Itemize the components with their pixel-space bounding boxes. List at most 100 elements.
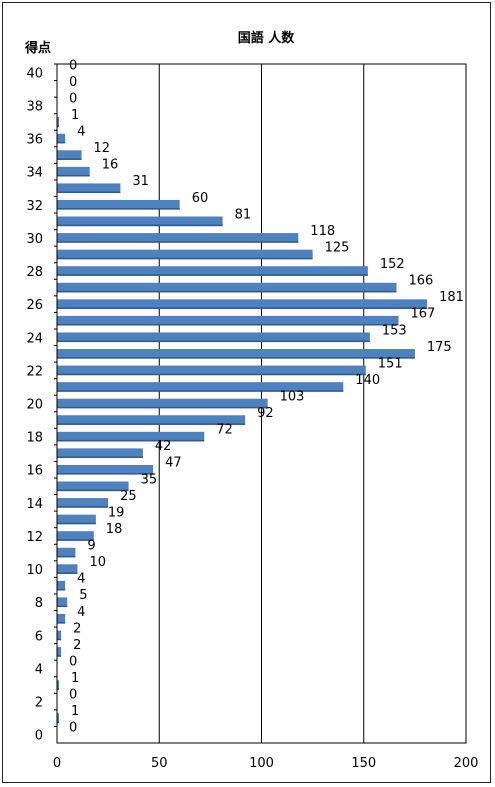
- bar-shadow: [57, 489, 129, 492]
- bar-shadow: [57, 439, 205, 442]
- y-tick-label: 32: [26, 199, 43, 214]
- bar-shadow: [57, 555, 76, 558]
- data-label: 1: [71, 108, 79, 123]
- bar: [57, 481, 129, 492]
- y-tick-label: 36: [26, 133, 43, 148]
- data-label: 9: [87, 539, 95, 554]
- bar: [57, 183, 121, 194]
- y-tick-label: 18: [26, 431, 43, 446]
- data-label: 181: [439, 290, 464, 305]
- y-tick-label: 28: [26, 265, 43, 280]
- data-label: 35: [141, 472, 158, 487]
- bar-shadow: [57, 622, 66, 624]
- data-label: 42: [155, 439, 172, 454]
- bar-shadow: [57, 456, 143, 458]
- data-label: 0: [69, 58, 77, 73]
- data-label: 103: [280, 390, 305, 405]
- bar-shadow: [57, 208, 180, 210]
- bar: [57, 597, 68, 608]
- bar: [57, 630, 62, 641]
- y-tick-label: 38: [26, 99, 43, 114]
- data-label: 4: [77, 572, 85, 587]
- chart-title: 国語 人数: [238, 30, 296, 46]
- data-label: 152: [380, 257, 405, 272]
- data-label: 18: [106, 522, 123, 537]
- data-label: 166: [408, 274, 433, 289]
- bar: [57, 398, 268, 409]
- data-label: 5: [79, 588, 87, 603]
- y-tick-label: 30: [26, 232, 43, 247]
- data-label: 92: [257, 406, 274, 421]
- bar-shadow: [57, 423, 246, 425]
- y-tick-label: 4: [35, 662, 43, 677]
- y-axis-label: 得点: [24, 40, 51, 56]
- bar-shadow: [57, 174, 90, 177]
- bar: [57, 266, 368, 276]
- data-label: 151: [378, 356, 403, 371]
- y-tick-label: 10: [26, 563, 43, 578]
- data-label: 0: [69, 688, 77, 703]
- data-label: 19: [108, 505, 125, 520]
- data-label: 4: [77, 605, 85, 620]
- data-label: 72: [216, 423, 233, 438]
- y-tick-label: 16: [26, 464, 43, 479]
- bar: [57, 282, 397, 293]
- bar-shadow: [57, 721, 60, 723]
- x-tick-label: 0: [53, 756, 61, 771]
- x-tick-label: 200: [454, 756, 479, 771]
- bar: [57, 680, 60, 690]
- bar-shadow: [57, 323, 399, 326]
- bar: [57, 299, 428, 309]
- bar: [57, 415, 246, 425]
- bar-shadow: [57, 125, 60, 127]
- data-label: 2: [73, 621, 81, 636]
- bar-shadow: [57, 655, 62, 657]
- bar-shadow: [57, 224, 223, 227]
- data-label: 10: [89, 555, 106, 570]
- bar-shadow: [57, 522, 96, 525]
- bar: [57, 448, 143, 458]
- data-label: 1: [71, 671, 79, 686]
- data-label: 0: [69, 91, 77, 106]
- bar-shadow: [57, 406, 268, 409]
- bar: [57, 431, 205, 442]
- data-label: 140: [355, 373, 380, 388]
- y-tick-label: 20: [26, 398, 43, 413]
- bar-shadow: [57, 141, 66, 144]
- data-label: 167: [411, 307, 436, 322]
- x-tick-label: 100: [249, 756, 274, 771]
- data-label: 81: [235, 207, 252, 222]
- bar-shadow: [57, 191, 121, 194]
- bar-shadow: [57, 390, 344, 392]
- bar: [57, 166, 90, 177]
- data-label: 16: [102, 158, 119, 173]
- bar: [57, 216, 223, 227]
- bar-shadow: [57, 274, 368, 276]
- bar-shadow: [57, 688, 60, 690]
- bar: [57, 117, 60, 127]
- bar: [57, 365, 366, 376]
- bar: [57, 647, 62, 657]
- data-label: 0: [69, 721, 77, 736]
- data-label: 47: [165, 456, 182, 471]
- bar-shadow: [57, 638, 62, 641]
- bar-shadow: [57, 572, 78, 574]
- x-tick-label: 150: [351, 756, 376, 771]
- bar-shadow: [57, 257, 313, 260]
- y-tick-label: 8: [35, 596, 43, 611]
- bar: [57, 613, 66, 624]
- plot-area: 0 50 100 150 2004038363432302826242220181614…: [26, 58, 478, 771]
- data-label: 0: [69, 654, 77, 669]
- bar: [57, 133, 66, 144]
- data-label: 12: [94, 141, 111, 156]
- y-tick-label: 24: [26, 331, 43, 346]
- bar: [57, 332, 370, 343]
- bar: [57, 349, 415, 359]
- bar: [57, 249, 313, 260]
- y-tick-label: 34: [26, 166, 43, 181]
- y-tick-label: 40: [26, 66, 43, 81]
- bar-shadow: [57, 290, 397, 293]
- bar: [57, 713, 60, 723]
- data-label: 153: [382, 323, 407, 338]
